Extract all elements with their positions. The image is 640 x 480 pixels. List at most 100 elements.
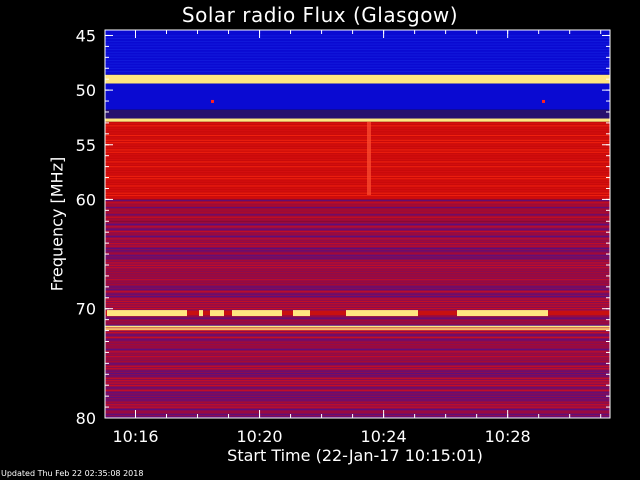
striation: [105, 365, 610, 367]
striation: [105, 221, 610, 223]
x-tick-label: 10:20: [236, 427, 282, 446]
blue-striation: [105, 38, 610, 39]
striation: [105, 197, 610, 199]
striation: [105, 187, 610, 189]
striation: [105, 166, 610, 168]
striation: [105, 368, 610, 370]
striation: [105, 180, 610, 182]
striation: [105, 406, 610, 408]
striation: [105, 163, 610, 165]
blue-striation: [105, 57, 610, 59]
blue-striation: [105, 51, 610, 53]
striation: [105, 401, 610, 403]
blue-striation: [105, 54, 610, 56]
striation: [105, 228, 610, 230]
y-axis-label: Frequency [MHz]: [47, 156, 67, 292]
striation: [105, 158, 610, 161]
striation: [105, 192, 610, 194]
vertical-feature: [367, 121, 371, 196]
blue-striation: [105, 46, 610, 48]
burst-segment-3: [232, 310, 282, 317]
striation: [105, 322, 610, 324]
striation: [105, 214, 610, 216]
striation: [105, 238, 610, 240]
blue-striation: [105, 43, 610, 45]
striation: [105, 142, 610, 144]
striation: [105, 183, 610, 185]
striation: [105, 389, 610, 391]
striation: [105, 199, 610, 201]
striation: [105, 298, 610, 300]
striation: [105, 370, 610, 372]
blue-striation: [105, 68, 610, 70]
striation: [105, 296, 610, 298]
striation: [105, 202, 610, 204]
striation: [105, 382, 610, 384]
striation: [105, 339, 610, 341]
band-3: [105, 109, 610, 119]
y-tick-label: 60: [76, 190, 96, 209]
y-tick-label: 80: [76, 409, 96, 428]
striation: [105, 329, 610, 331]
burst-segment-5: [346, 310, 418, 317]
x-axis-label: Start Time (22-Jan-17 10:15:01): [227, 446, 483, 465]
striation: [105, 240, 610, 242]
striation: [105, 173, 610, 175]
striation: [105, 250, 610, 252]
striation: [105, 308, 610, 310]
striation: [105, 204, 610, 206]
striation: [105, 195, 610, 197]
striation: [105, 161, 610, 163]
striation: [105, 353, 610, 355]
burst-segment-0: [107, 310, 187, 317]
striation: [105, 139, 610, 141]
striation: [105, 211, 610, 213]
striation: [105, 286, 610, 288]
striation: [105, 320, 610, 322]
blue-striation: [105, 49, 610, 50]
striation: [105, 175, 610, 177]
striation: [105, 156, 610, 158]
striation: [105, 185, 610, 187]
striation: [105, 132, 610, 134]
striation: [105, 348, 610, 351]
y-tick-label: 45: [76, 26, 96, 45]
blue-striation: [105, 35, 610, 37]
striation: [105, 404, 610, 406]
spike-2: [542, 99, 545, 103]
striations: [105, 122, 610, 418]
y-tick-label: 50: [76, 81, 96, 100]
striation: [105, 409, 610, 411]
striation: [105, 372, 610, 375]
burst-segment-2: [210, 310, 224, 317]
striation: [105, 255, 610, 257]
burst-segment-4: [293, 310, 310, 317]
blue-striation: [105, 70, 610, 72]
striation: [105, 267, 610, 269]
y-tick-label: 55: [76, 136, 96, 155]
striation: [105, 387, 610, 389]
striation: [105, 252, 610, 254]
plot-frame: [104, 29, 611, 419]
striation: [105, 351, 610, 353]
striation: [105, 293, 610, 295]
blue-striation: [105, 65, 610, 67]
striation: [105, 130, 610, 132]
striation: [105, 219, 610, 221]
striation: [105, 125, 610, 127]
striation: [105, 264, 610, 266]
striation: [105, 291, 610, 293]
striation: [105, 411, 610, 413]
striation: [105, 233, 610, 235]
striation: [105, 327, 610, 329]
striation: [105, 245, 610, 247]
striation: [105, 336, 610, 339]
striation: [105, 346, 610, 348]
striation: [105, 377, 610, 379]
band-2: [105, 83, 610, 110]
striation: [105, 216, 610, 218]
striation: [105, 122, 610, 125]
striation: [105, 190, 610, 192]
burst-segment-1: [199, 310, 203, 317]
striation: [105, 149, 610, 151]
